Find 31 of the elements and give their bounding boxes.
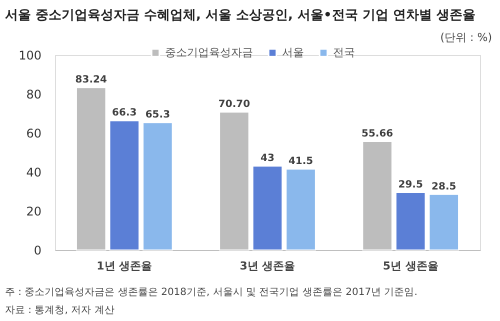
y-tick-label: 0 <box>34 244 42 258</box>
y-tick-label: 20 <box>26 204 42 218</box>
data-label: 29.5 <box>398 179 423 190</box>
y-tick-label: 100 <box>18 48 42 62</box>
y-tick-label: 40 <box>26 166 42 180</box>
bar <box>142 122 173 250</box>
x-tick-label: 5년 생존율 <box>382 260 438 272</box>
bar <box>109 120 140 250</box>
legend-label: 서울 <box>282 46 304 59</box>
bar <box>395 192 426 250</box>
legend-label: 전국 <box>333 46 355 59</box>
y-tick-label: 60 <box>26 126 42 140</box>
text: (단위 : %) <box>440 31 492 44</box>
x-tick-label: 1년 생존율 <box>96 260 152 272</box>
bar <box>428 194 460 250</box>
chart-title: 서울 중소기업육성자금 수혜업체, 서울 소상공인, 서울•전국 기업 연차별 생존율 <box>5 8 476 23</box>
data-label: 43 <box>260 153 274 164</box>
legend-label: 중소기업육성자금 <box>165 46 253 59</box>
bar <box>286 168 316 250</box>
bar <box>252 166 283 250</box>
data-label: 41.5 <box>288 156 314 168</box>
data-label: 55.66 <box>361 128 394 140</box>
data-label: 83.24 <box>75 74 107 86</box>
x-tick-label: 3년 생존율 <box>240 260 296 272</box>
y-tick-label: 80 <box>26 88 42 102</box>
data-label: 65.3 <box>145 110 170 121</box>
data-label: 66.3 <box>112 108 137 119</box>
text: 자료 : 통계청, 저자 계산 <box>5 305 114 316</box>
text: 주 : 중소기업육성자금은 생존률은 2018기준, 서울시 및 전국기업 생존률은 2017년 기준임. <box>5 287 418 298</box>
data-label: 28.5 <box>432 181 456 192</box>
data-label: 70.70 <box>218 99 250 110</box>
